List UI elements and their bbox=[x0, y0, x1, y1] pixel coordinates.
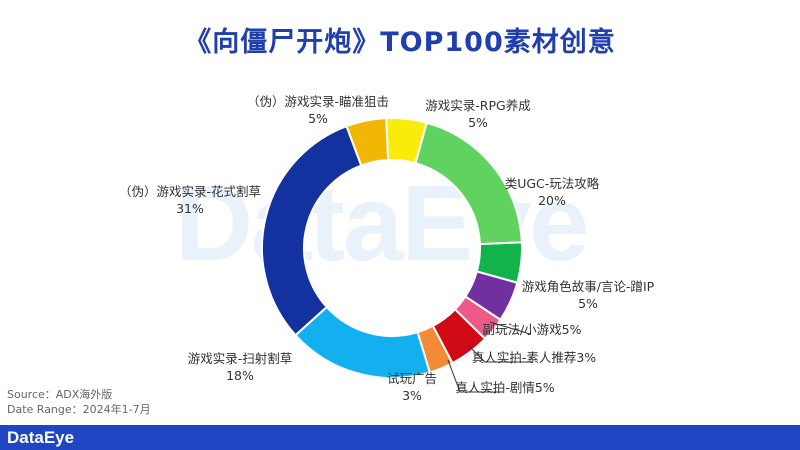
donut-slice bbox=[261, 124, 363, 337]
slice-percent-label: 20% bbox=[538, 193, 566, 208]
slice-percent-label: 3% bbox=[402, 388, 422, 403]
slice-percent-label: 5% bbox=[578, 296, 598, 311]
slice-label: 真人实拍-素人推荐3% bbox=[472, 350, 596, 365]
slice-label: 游戏实录-扫射割草 bbox=[188, 351, 293, 366]
source-line: Source：ADX海外版 bbox=[7, 388, 113, 401]
leader-line bbox=[489, 321, 531, 335]
slice-label: 游戏实录-RPG养成 bbox=[425, 98, 530, 113]
slice-label: （伪）游戏实录-瞄准狙击 bbox=[247, 94, 389, 109]
slice-label: 副玩法/小游戏5% bbox=[482, 322, 581, 337]
slice-label: 游戏角色故事/言论-蹭IP bbox=[522, 279, 655, 294]
date-range-line: Date Range：2024年1-7月 bbox=[7, 403, 151, 416]
slice-percent-label: 31% bbox=[176, 201, 204, 216]
leader-line bbox=[467, 344, 532, 363]
slice-label: 类UGC-玩法攻略 bbox=[505, 176, 600, 191]
slice-label: 真人实拍-剧情5% bbox=[455, 380, 554, 395]
slice-label: （伪）游戏实录-花式割草 bbox=[119, 184, 261, 199]
leader-line bbox=[447, 359, 503, 393]
slice-percent-label: 5% bbox=[468, 115, 488, 130]
chart-title: 《向僵尸开炮》TOP100素材创意 bbox=[184, 27, 616, 58]
slice-label: 试玩广告 bbox=[387, 371, 437, 386]
footer-bar: DataEye bbox=[0, 425, 800, 450]
source-note: Source：ADX海外版 Date Range：2024年1-7月 bbox=[7, 387, 151, 417]
slice-percent-label: 18% bbox=[226, 368, 254, 383]
footer-logo: DataEye bbox=[7, 428, 75, 447]
slice-percent-label: 5% bbox=[308, 111, 328, 126]
